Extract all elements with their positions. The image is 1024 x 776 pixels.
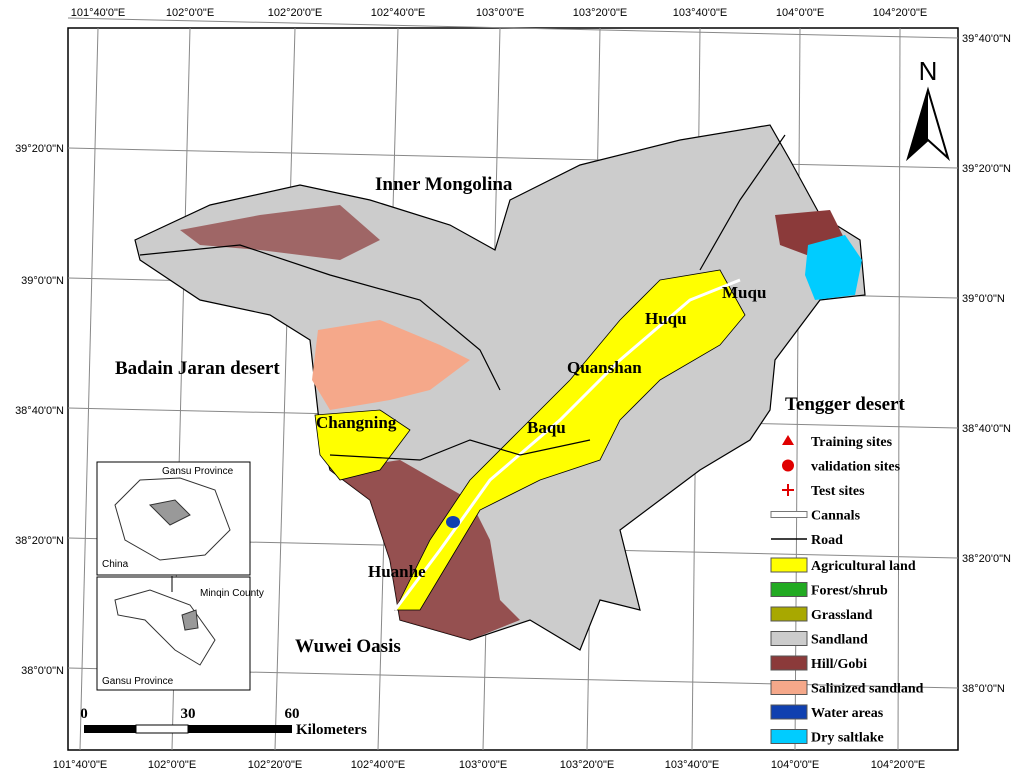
longitude-label: 103°40'0"E [665, 759, 719, 771]
district-label: Huanhe [368, 562, 426, 581]
longitude-label: 102°40'0"E [371, 7, 425, 19]
meridian [794, 27, 801, 751]
legend-label: Grassland [811, 608, 873, 623]
longitude-label: 102°40'0"E [351, 759, 405, 771]
salinized-patch [312, 320, 470, 410]
latitude-label: 39°40'0"N [962, 33, 1011, 45]
legend-swatch [770, 729, 808, 744]
meridian [274, 27, 296, 751]
longitude-label: 103°0'0"E [476, 7, 524, 19]
latitude-label: 38°20'0"N [962, 553, 1011, 565]
district-label: Baqu [527, 418, 566, 437]
inset-label: Gansu Province [162, 466, 234, 477]
longitude-label: 104°20'0"E [871, 759, 925, 771]
legend-swatch [770, 631, 808, 646]
legend: Training sites validation sites Test sites… [770, 435, 924, 746]
longitude-label: 103°20'0"E [573, 7, 627, 19]
latitude-label: 38°20'0"N [15, 535, 64, 547]
legend-swatch [770, 606, 808, 622]
minqin-shape [181, 609, 199, 631]
longitude-label: 102°20'0"E [248, 759, 302, 771]
longitude-label: 101°40'0"E [53, 759, 107, 771]
legend-label: Water areas [811, 706, 884, 721]
legend-label: Sandland [811, 633, 868, 648]
saltlake-patch [805, 235, 862, 300]
legend-symbol [770, 511, 808, 518]
gansu-shape [148, 499, 191, 526]
region-label: Badain Jaran desert [115, 358, 280, 379]
parallel [67, 17, 959, 39]
district-label: Quanshan [567, 358, 642, 377]
agricultural-band [394, 269, 746, 611]
legend-label: Training sites [811, 435, 893, 450]
longitude-label: 103°0'0"E [459, 759, 507, 771]
legend-label: Road [811, 533, 843, 548]
latitude-label: 38°40'0"N [15, 405, 64, 417]
inset: Gansu Province China Minqin County Gansu… [96, 461, 264, 691]
inset-frame [96, 576, 251, 691]
inset-label: China [102, 559, 129, 570]
longitude-label: 102°20'0"E [268, 7, 322, 19]
meridian [897, 27, 901, 751]
scale-label: 30 [181, 706, 196, 722]
latitude-label: 38°0'0"N [21, 665, 64, 677]
longitude-label: 102°0'0"E [148, 759, 196, 771]
road [699, 134, 786, 271]
scale-label: 60 [285, 706, 300, 722]
latitude-label: 39°0'0"N [962, 293, 1005, 305]
scale-unit: Kilometers [296, 722, 367, 738]
legend-swatch [770, 582, 808, 597]
longitude-label: 103°20'0"E [560, 759, 614, 771]
north-label: N [919, 56, 938, 86]
district-label: Changning [316, 413, 397, 432]
longitude-label: 104°20'0"E [873, 7, 927, 19]
region-label: Tengger desert [785, 394, 905, 415]
longitude-label: 104°0'0"E [771, 759, 819, 771]
legend-label: Salinized sandland [811, 682, 924, 697]
longitude-label: 103°40'0"E [673, 7, 727, 19]
district-label: Huqu [645, 309, 687, 328]
longitude-label: 101°40'0"E [71, 7, 125, 19]
gansu-outline [114, 589, 216, 666]
legend-label: Test sites [811, 484, 865, 499]
north-arrow: N [906, 56, 950, 162]
scale-label: 0 [80, 706, 88, 722]
scale-bar: 0 30 60 Kilometers [80, 706, 367, 738]
water-area [446, 516, 460, 528]
agricultural-patch [314, 409, 411, 481]
inset-label: Gansu Province [102, 676, 174, 687]
legend-label: Cannals [811, 509, 861, 524]
legend-label: validation sites [811, 460, 901, 475]
legend-swatch [770, 655, 808, 671]
region-label: Inner Mongolina [375, 174, 513, 195]
region-label: Wuwei Oasis [295, 636, 401, 657]
latitude-label: 38°40'0"N [962, 423, 1011, 435]
district-label: Muqu [722, 283, 766, 302]
legend-swatch [770, 704, 808, 720]
legend-label: Agricultural land [811, 559, 916, 574]
legend-symbol [782, 484, 794, 496]
latitude-label: 39°0'0"N [21, 275, 64, 287]
latitude-label: 39°20'0"N [962, 163, 1011, 175]
road [139, 244, 501, 391]
latitude-label: 39°20'0"N [15, 143, 64, 155]
legend-symbol [782, 435, 794, 445]
legend-symbol [782, 459, 794, 472]
legend-label: Hill/Gobi [811, 657, 867, 672]
longitude-label: 104°0'0"E [776, 7, 824, 19]
legend-label: Forest/shrub [811, 584, 888, 599]
parallel [67, 147, 959, 169]
latitude-label: 38°0'0"N [962, 683, 1005, 695]
longitude-label: 102°0'0"E [166, 7, 214, 19]
legend-swatch [770, 557, 808, 573]
legend-swatch [770, 680, 808, 695]
china-outline [114, 477, 231, 561]
legend-label: Dry saltlake [811, 731, 884, 746]
inset-label: Minqin County [200, 588, 264, 599]
canal [393, 278, 741, 611]
road [329, 439, 591, 461]
